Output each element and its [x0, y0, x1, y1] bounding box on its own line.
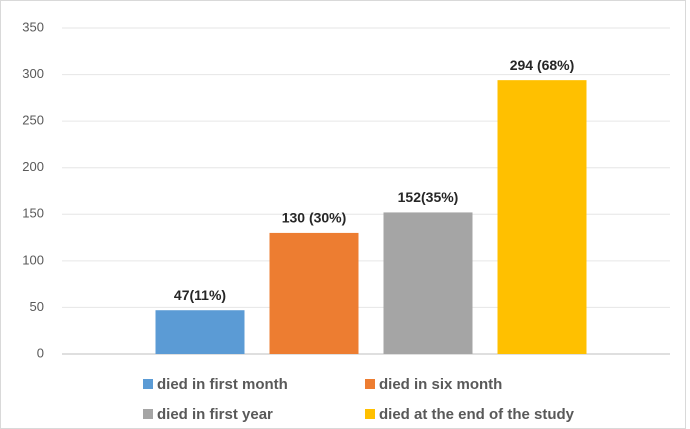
bar [155, 310, 245, 354]
y-tick-label: 350 [22, 19, 44, 34]
y-tick-label: 300 [22, 66, 44, 81]
y-tick-label: 250 [22, 113, 44, 128]
legend-swatch [365, 379, 375, 389]
data-label: 294 (68%) [510, 57, 575, 73]
data-label: 152(35%) [398, 189, 459, 205]
legend-swatch [143, 409, 153, 419]
bar [269, 232, 359, 354]
y-tick-label: 50 [30, 299, 44, 314]
legend-swatch [143, 379, 153, 389]
y-tick-label: 150 [22, 206, 44, 221]
bar [497, 80, 587, 354]
legend-label: died in first month [157, 376, 288, 393]
legend-label: died in six month [379, 376, 502, 393]
data-label: 47(11%) [174, 287, 226, 303]
data-label: 130 (30%) [282, 210, 347, 226]
y-tick-label: 0 [37, 345, 44, 360]
y-tick-label: 200 [22, 159, 44, 174]
bar [383, 212, 473, 354]
y-tick-label: 100 [22, 252, 44, 267]
legend-label: died in first year [157, 406, 273, 423]
legend-swatch [365, 409, 375, 419]
legend-label: died at the end of the study [379, 406, 575, 423]
